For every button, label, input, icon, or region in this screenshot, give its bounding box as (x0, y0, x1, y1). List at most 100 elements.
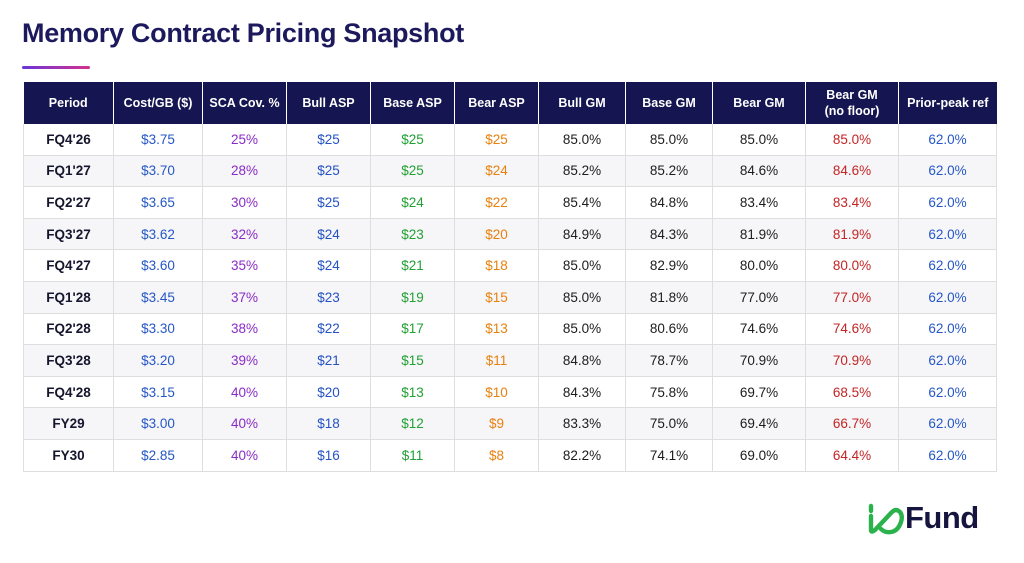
column-header-label: SCA Cov. % (209, 96, 280, 110)
table-cell-base-asp: $12 (370, 407, 455, 440)
table-cell-bear-gm: 69.0% (712, 439, 806, 472)
table-cell-bear-gm: 69.4% (712, 407, 806, 440)
table-cell-bull-gm: 85.0% (538, 249, 626, 282)
table-cell-prior: 62.0% (898, 124, 997, 156)
table-cell-period: FQ1'27 (23, 155, 114, 188)
column-header-label: Bear GM (826, 88, 878, 102)
table-cell-prior: 62.0% (898, 313, 997, 346)
column-header-label: Bear ASP (468, 96, 525, 110)
table-cell-period: FY30 (23, 439, 114, 472)
table-cell-period: FQ3'28 (23, 344, 114, 377)
table-cell-bear-gm: 70.9% (712, 344, 806, 377)
table-cell-cost: $3.70 (113, 155, 203, 188)
table-cell-base-asp: $23 (370, 218, 455, 251)
table-cell-cost: $3.62 (113, 218, 203, 251)
table-cell-bull-asp: $20 (286, 376, 371, 409)
table-cell-base-gm: 85.0% (625, 124, 713, 156)
table-cell-bull-gm: 82.2% (538, 439, 626, 472)
table-cell-bear-gm-nf: 74.6% (805, 313, 899, 346)
table-cell-period: FQ2'27 (23, 186, 114, 219)
table-cell-cost: $3.15 (113, 376, 203, 409)
table-cell-bull-asp: $16 (286, 439, 371, 472)
table-cell-sca: 25% (202, 124, 287, 156)
column-header-base-asp: Base ASP (370, 82, 455, 124)
table-cell-bull-asp: $25 (286, 186, 371, 219)
column-header-bear-gm-nf: Bear GM (no floor) (805, 82, 899, 124)
table-cell-prior: 62.0% (898, 407, 997, 440)
table-cell-bull-gm: 84.9% (538, 218, 626, 251)
table-cell-bear-asp: $10 (454, 376, 539, 409)
column-header-prior: Prior-peak ref (898, 82, 997, 124)
table-cell-cost: $3.20 (113, 344, 203, 377)
table-cell-bear-gm: 83.4% (712, 186, 806, 219)
table-cell-prior: 62.0% (898, 344, 997, 377)
table-cell-cost: $3.30 (113, 313, 203, 346)
table-cell-bear-gm-nf: 66.7% (805, 407, 899, 440)
table-row: FQ4'26 $3.75 25% $25 $25 $25 85.0% 85.0% 85.0% 85… (23, 124, 997, 156)
table-cell-bull-asp: $18 (286, 407, 371, 440)
table-cell-bear-gm: 80.0% (712, 249, 806, 282)
table-cell-period: FQ4'27 (23, 249, 114, 282)
table-cell-period: FQ1'28 (23, 281, 114, 314)
table-cell-base-gm: 81.8% (625, 281, 713, 314)
table-cell-bear-asp: $25 (454, 124, 539, 156)
table-cell-bear-gm-nf: 80.0% (805, 249, 899, 282)
table-cell-bear-gm: 77.0% (712, 281, 806, 314)
column-header-period: Period (23, 82, 114, 124)
table-cell-bear-asp: $24 (454, 155, 539, 188)
column-header-label: Base ASP (383, 96, 442, 110)
table-cell-base-asp: $13 (370, 376, 455, 409)
table-cell-bear-gm-nf: 70.9% (805, 344, 899, 377)
table-cell-sca: 40% (202, 376, 287, 409)
column-header-label: (no floor) (824, 104, 880, 118)
column-header-bull-gm: Bull GM (538, 82, 626, 124)
table-cell-cost: $2.85 (113, 439, 203, 472)
table-cell-prior: 62.0% (898, 281, 997, 314)
table-cell-period: FQ3'27 (23, 218, 114, 251)
table-cell-bull-gm: 84.3% (538, 376, 626, 409)
table-cell-base-gm: 78.7% (625, 344, 713, 377)
table-cell-base-gm: 84.3% (625, 218, 713, 251)
io-logo-mark-icon (868, 503, 904, 535)
table-cell-bull-gm: 85.2% (538, 155, 626, 188)
table-row: FY29 $3.00 40% $18 $12 $9 83.3% 75.0% 69.4% 66.7%… (23, 407, 997, 440)
column-header-bear-gm: Bear GM (712, 82, 806, 124)
table-cell-bear-asp: $11 (454, 344, 539, 377)
column-header-label: Period (48, 96, 88, 110)
table-row: FY30 $2.85 40% $16 $11 $8 82.2% 74.1% 69.0% 64.4%… (23, 439, 997, 472)
column-header-base-gm: Base GM (625, 82, 713, 124)
table-cell-bull-asp: $21 (286, 344, 371, 377)
table-cell-prior: 62.0% (898, 376, 997, 409)
table-cell-bull-asp: $24 (286, 218, 371, 251)
table-cell-prior: 62.0% (898, 186, 997, 219)
table-cell-bear-gm-nf: 68.5% (805, 376, 899, 409)
table-cell-sca: 28% (202, 155, 287, 188)
table-cell-bear-asp: $18 (454, 249, 539, 282)
table-cell-bear-asp: $15 (454, 281, 539, 314)
table-cell-base-gm: 75.8% (625, 376, 713, 409)
column-header-bear-asp: Bear ASP (454, 82, 539, 124)
table-row: FQ1'28 $3.45 37% $23 $19 $15 85.0% 81.8% 77.0% 77… (23, 281, 997, 314)
table-cell-sca: 38% (202, 313, 287, 346)
column-header-label: Base GM (642, 96, 696, 110)
table-cell-base-asp: $15 (370, 344, 455, 377)
table-row: FQ3'27 $3.62 32% $24 $23 $20 84.9% 84.3% 81.9% 81… (23, 218, 997, 251)
table-cell-period: FY29 (23, 407, 114, 440)
table-cell-bull-asp: $25 (286, 155, 371, 188)
pricing-table: Period Cost/GB ($) SCA Cov. % Bull ASP Base … (23, 82, 997, 472)
table-cell-bear-gm-nf: 77.0% (805, 281, 899, 314)
table-cell-prior: 62.0% (898, 218, 997, 251)
table-cell-bear-gm: 85.0% (712, 124, 806, 156)
table-cell-bear-asp: $22 (454, 186, 539, 219)
table-cell-base-asp: $25 (370, 124, 455, 156)
table-cell-sca: 40% (202, 407, 287, 440)
table-cell-bull-gm: 83.3% (538, 407, 626, 440)
table-cell-bear-asp: $20 (454, 218, 539, 251)
table-cell-base-asp: $21 (370, 249, 455, 282)
table-cell-base-gm: 82.9% (625, 249, 713, 282)
table-cell-sca: 37% (202, 281, 287, 314)
table-cell-base-asp: $11 (370, 439, 455, 472)
column-header-label: Bull ASP (302, 96, 355, 110)
table-cell-bear-gm-nf: 81.9% (805, 218, 899, 251)
table-body: FQ4'26 $3.75 25% $25 $25 $25 85.0% 85.0% 85.0% 85… (23, 124, 997, 472)
